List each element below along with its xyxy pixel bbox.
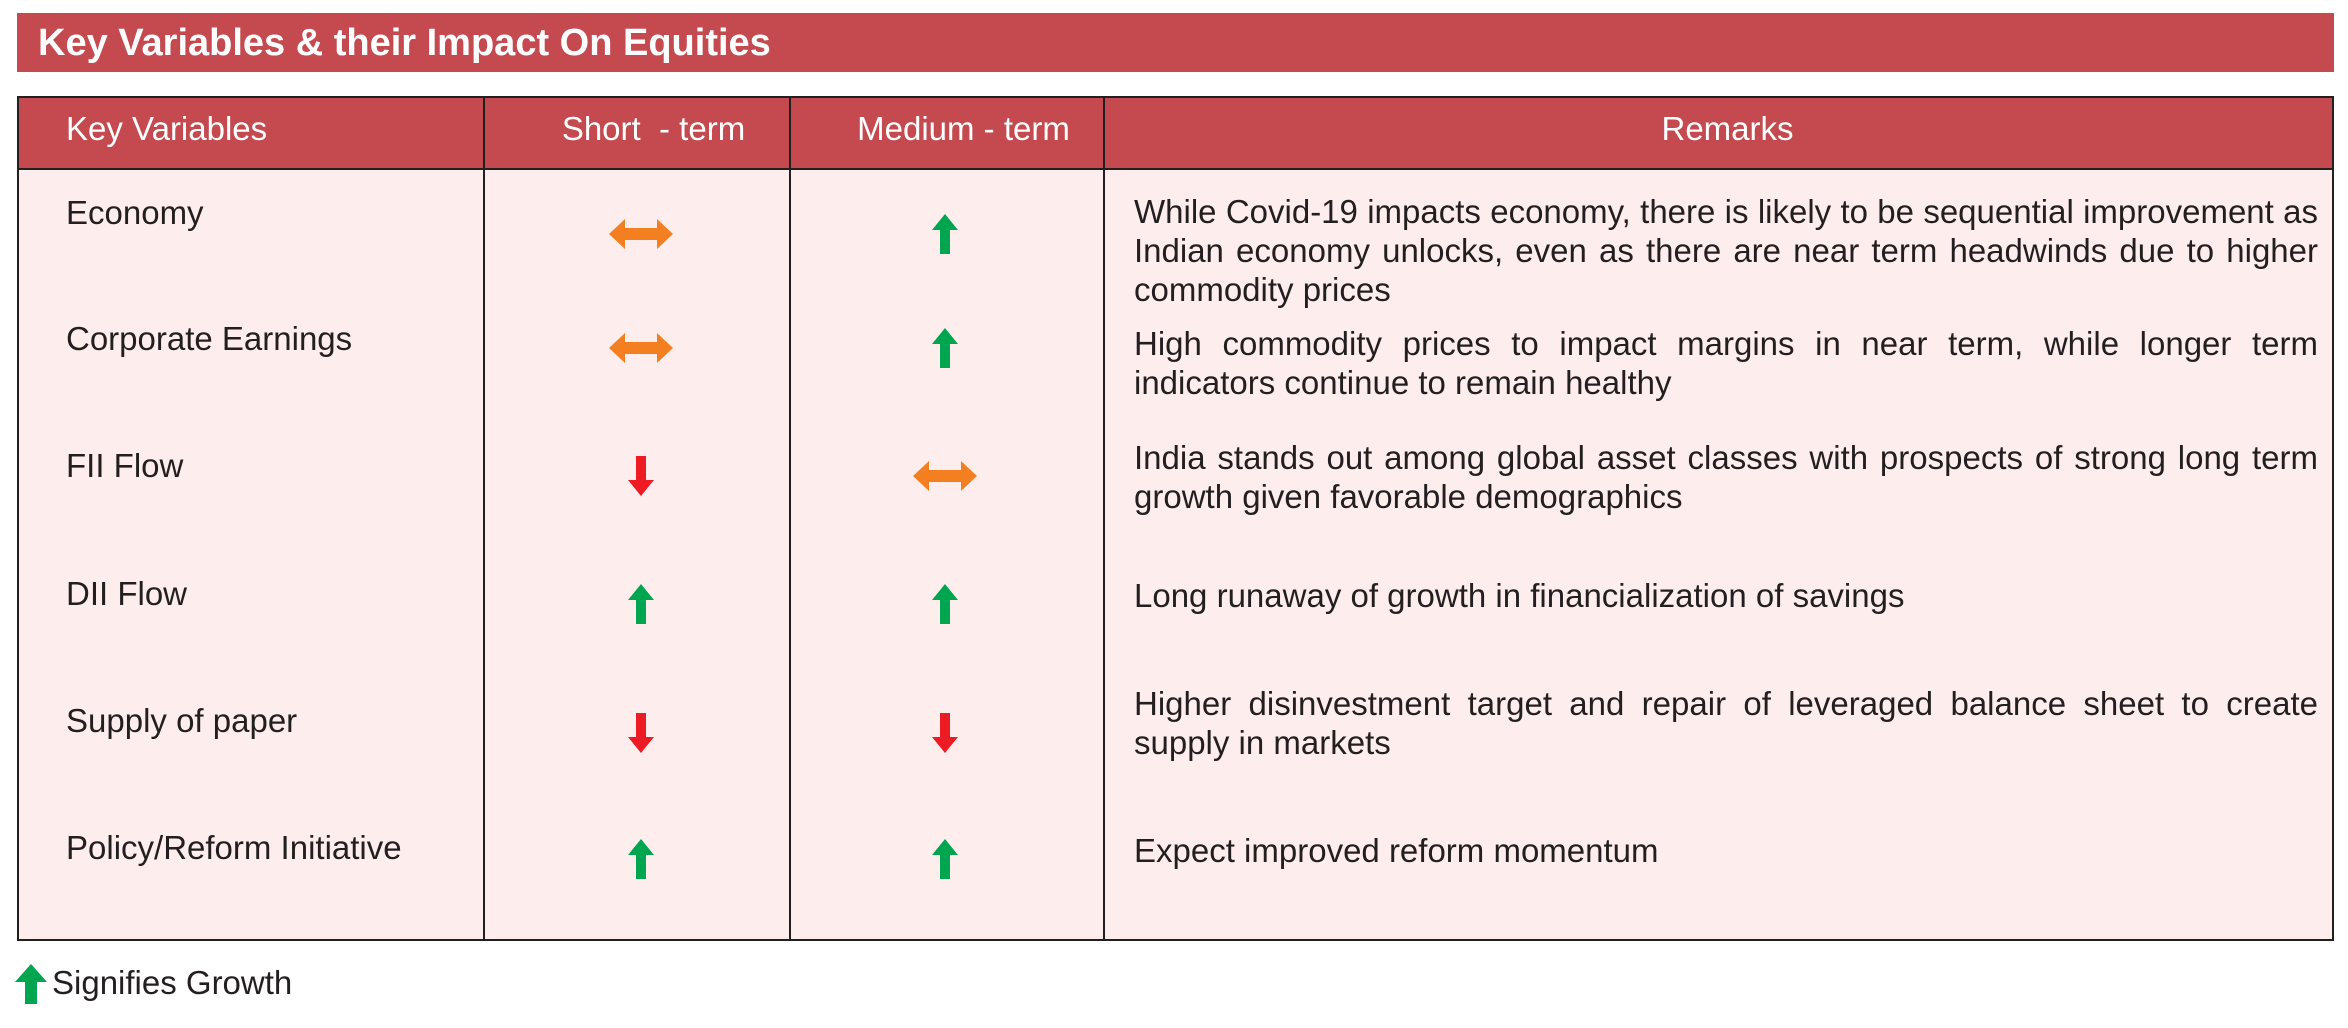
row-remarks: India stands out among global asset clas… (1134, 439, 2318, 515)
green-up-arrow-icon (628, 839, 654, 879)
green-up-arrow-icon (932, 839, 958, 879)
column-divider (483, 98, 485, 939)
row-variable-label: Economy (66, 194, 204, 231)
column-divider (789, 98, 791, 939)
row-remarks: While Covid-19 impacts economy, there is… (1134, 193, 2318, 308)
green-up-arrow-icon (628, 584, 654, 624)
row-remarks: Expect improved reform momentum (1134, 832, 1659, 869)
orange-double-arrow-icon (609, 219, 673, 249)
column-divider (1103, 98, 1105, 939)
orange-double-arrow-icon (913, 461, 977, 491)
header-medium-term: Medium - term (857, 110, 1070, 147)
row-variable-label: Corporate Earnings (66, 320, 353, 357)
green-up-arrow-icon (932, 584, 958, 624)
title-bar: Key Variables & their Impact On Equities (17, 13, 2334, 72)
red-down-arrow-icon (628, 456, 654, 496)
row-variable-label: FII Flow (66, 447, 184, 484)
orange-double-arrow-icon (609, 333, 673, 363)
row-variable-label: DII Flow (66, 575, 188, 612)
red-down-arrow-icon (932, 713, 958, 753)
legend-label: Signifies Growth (52, 964, 293, 1001)
green-up-arrow-icon (15, 964, 47, 1004)
table-header: Key Variables Short - term Medium - term… (19, 98, 2332, 170)
page-title: Key Variables & their Impact On Equities (38, 22, 771, 64)
row-variable-label: Supply of paper (66, 702, 298, 739)
green-up-arrow-icon (932, 328, 958, 368)
green-up-arrow-icon (932, 214, 958, 254)
header-remarks: Remarks (1661, 110, 1794, 147)
row-remarks: Higher disinvestment target and repair o… (1134, 685, 2318, 761)
row-remarks: Long runaway of growth in financializati… (1134, 577, 1905, 614)
red-down-arrow-icon (628, 713, 654, 753)
header-short-term: Short - term (561, 110, 746, 147)
header-key-variables: Key Variables (66, 110, 268, 147)
row-variable-label: Policy/Reform Initiative (66, 829, 402, 866)
impact-table: Key Variables Short - term Medium - term… (17, 96, 2334, 941)
row-remarks: High commodity prices to impact margins … (1134, 325, 2318, 401)
